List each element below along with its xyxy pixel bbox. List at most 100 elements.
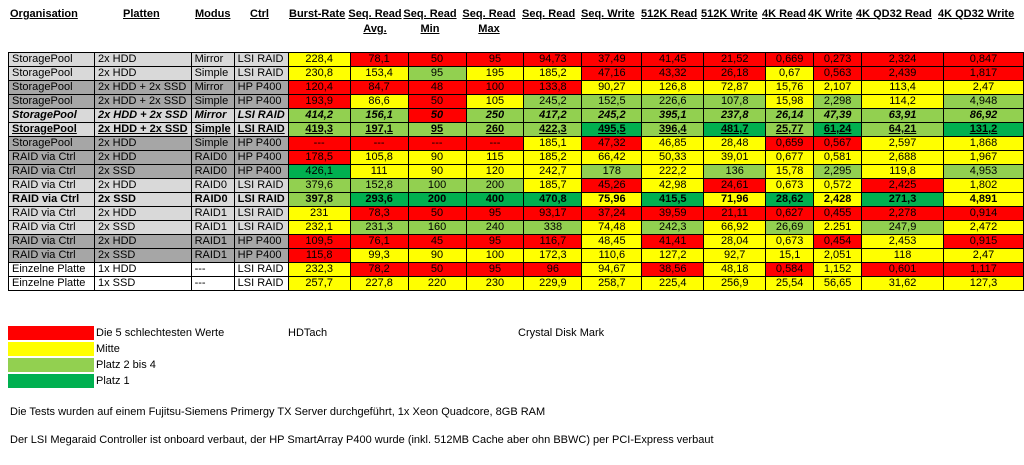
cell-seq-write: 74,48 — [581, 220, 643, 235]
cell-4k-qd32-read: 2,439 — [861, 66, 944, 81]
cell-512k-write: 21,11 — [703, 206, 767, 221]
cell-modus: RAID1 — [190, 220, 235, 235]
cell-organisation: StoragePool — [8, 94, 95, 109]
cell-512k-write: 92,7 — [703, 248, 767, 263]
cell-4k-qd32-write: 1,868 — [943, 136, 1024, 151]
cell-burst-rate: 379,6 — [287, 178, 351, 193]
cell-platten: 1x HDD — [93, 262, 192, 277]
header-4k-write: 4K Write — [808, 8, 853, 20]
cell-512k-write: 48,18 — [703, 262, 767, 277]
table-row: RAID via Ctrl 2x SSD RAID0 HP P400 426,1 111 9… — [8, 164, 1024, 179]
cell-4k-read: 15,76 — [765, 80, 815, 95]
cell-512k-read: 38,56 — [641, 262, 705, 277]
cell-ctrl: LSI RAID — [233, 108, 289, 123]
cell-seq-read-min: 100 — [407, 178, 467, 193]
table-row: StoragePool 2x HDD Simple LSI RAID 230,8 153,… — [8, 66, 1024, 81]
cell-4k-read: 0,677 — [765, 150, 815, 165]
cell-4k-write: 2,107 — [813, 80, 863, 95]
cell-4k-qd32-write: 4,953 — [943, 164, 1024, 179]
cell-modus: --- — [190, 262, 235, 277]
cell-4k-write: 2,298 — [813, 94, 863, 109]
cell-4k-qd32-read: 63,91 — [861, 108, 944, 123]
cell-modus: Simple — [190, 66, 235, 81]
cell-burst-rate: 230,8 — [287, 66, 351, 81]
cell-ctrl: HP P400 — [233, 164, 289, 179]
cell-seq-read-max: 250 — [465, 108, 525, 123]
cell-4k-qd32-write: 0,847 — [943, 52, 1024, 67]
cell-512k-read: 42,98 — [641, 178, 705, 193]
header-seq-read-max: Seq. Read Max — [458, 7, 520, 37]
cell-ctrl: HP P400 — [233, 80, 289, 95]
cell-4k-read: 26,69 — [765, 220, 815, 235]
cell-platten: 2x SSD — [93, 248, 192, 263]
cell-seq-read-min: 95 — [407, 66, 467, 81]
cell-4k-write: 1,152 — [813, 262, 863, 277]
cell-4k-qd32-read: 2,425 — [861, 178, 944, 193]
cell-4k-write: 2,051 — [813, 248, 863, 263]
cell-512k-write: 39,01 — [703, 150, 767, 165]
cell-burst-rate: 115,8 — [287, 248, 351, 263]
header-seq-read-avg-line1: Seq. Read — [348, 8, 402, 20]
cell-seq-read-min: --- — [407, 136, 467, 151]
cell-seq-read: 242,7 — [523, 164, 583, 179]
cell-organisation: StoragePool — [8, 66, 95, 81]
cell-ctrl: HP P400 — [233, 234, 289, 249]
legend-swatch-darkgreen — [8, 374, 94, 388]
cell-4k-write: 2.251 — [813, 220, 863, 235]
cell-platten: 2x HDD — [93, 150, 192, 165]
cell-4k-qd32-read: 2,324 — [861, 52, 944, 67]
cell-4k-qd32-read: 247,9 — [861, 220, 944, 235]
cell-burst-rate: 231 — [287, 206, 351, 221]
cell-seq-read-max: 100 — [465, 248, 525, 263]
cell-organisation: RAID via Ctrl — [8, 164, 95, 179]
cell-burst-rate: 419,3 — [287, 122, 351, 137]
cell-seq-read: 185,1 — [523, 136, 583, 151]
cell-platten: 1x SSD — [93, 276, 192, 291]
sublabel-hdtach: HDTach — [288, 327, 328, 339]
cell-512k-read: 415,5 — [641, 192, 705, 207]
cell-seq-read: 94,73 — [523, 52, 583, 67]
cell-512k-read: 396,4 — [641, 122, 705, 137]
cell-platten: 2x HDD + 2x SSD — [93, 108, 192, 123]
sublabel-crystal-disk-mark: Crystal Disk Mark — [518, 327, 605, 339]
cell-seq-write: 66,42 — [581, 150, 643, 165]
cell-seq-read-min: 50 — [407, 108, 467, 123]
cell-seq-read-min: 45 — [407, 234, 467, 249]
cell-platten: 2x HDD — [93, 136, 192, 151]
cell-512k-write: 481,7 — [703, 122, 767, 137]
cell-4k-read: 15,1 — [765, 248, 815, 263]
header-seq-read-min: Seq. Read Min — [400, 7, 460, 37]
cell-4k-qd32-read: 271,3 — [861, 192, 944, 207]
cell-4k-write: 0,455 — [813, 206, 863, 221]
cell-4k-write: 47,39 — [813, 108, 863, 123]
cell-seq-read: 185,2 — [523, 150, 583, 165]
cell-4k-qd32-write: 4,891 — [943, 192, 1024, 207]
table-row: StoragePool 2x HDD + 2x SSD Simple HP P400 1… — [8, 94, 1024, 109]
cell-4k-qd32-read: 0,601 — [861, 262, 944, 277]
header-platten: Platten — [123, 8, 160, 20]
cell-burst-rate: 232,3 — [287, 262, 351, 277]
cell-seq-read-avg: 293,6 — [349, 192, 409, 207]
table-row: RAID via Ctrl 2x SSD RAID1 LSI RAID 232,1 231… — [8, 220, 1024, 235]
cell-seq-read-avg: 78,2 — [349, 262, 409, 277]
table-row: StoragePool 2x HDD + 2x SSD Simple LSI RAID… — [8, 122, 1024, 137]
cell-4k-qd32-read: 114,2 — [861, 94, 944, 109]
cell-512k-read: 226,6 — [641, 94, 705, 109]
cell-4k-qd32-read: 2,278 — [861, 206, 944, 221]
cell-burst-rate: 178,5 — [287, 150, 351, 165]
cell-ctrl: LSI RAID — [233, 262, 289, 277]
cell-modus: --- — [190, 276, 235, 291]
cell-seq-read-max: 195 — [465, 66, 525, 81]
cell-4k-qd32-read: 64,21 — [861, 122, 944, 137]
header-seq-read-min-line1: Seq. Read — [403, 8, 457, 20]
cell-4k-write: 2,295 — [813, 164, 863, 179]
cell-seq-write: 110,6 — [581, 248, 643, 263]
cell-seq-write: 245,2 — [581, 108, 643, 123]
cell-4k-qd32-write: 2,47 — [943, 248, 1024, 263]
cell-platten: 2x SSD — [93, 164, 192, 179]
cell-seq-read-min: 160 — [407, 220, 467, 235]
cell-4k-qd32-read: 31,62 — [861, 276, 944, 291]
cell-seq-read-avg: 76,1 — [349, 234, 409, 249]
cell-ctrl: LSI RAID — [233, 276, 289, 291]
header-4k-qd32-read: 4K QD32 Read — [856, 8, 932, 20]
